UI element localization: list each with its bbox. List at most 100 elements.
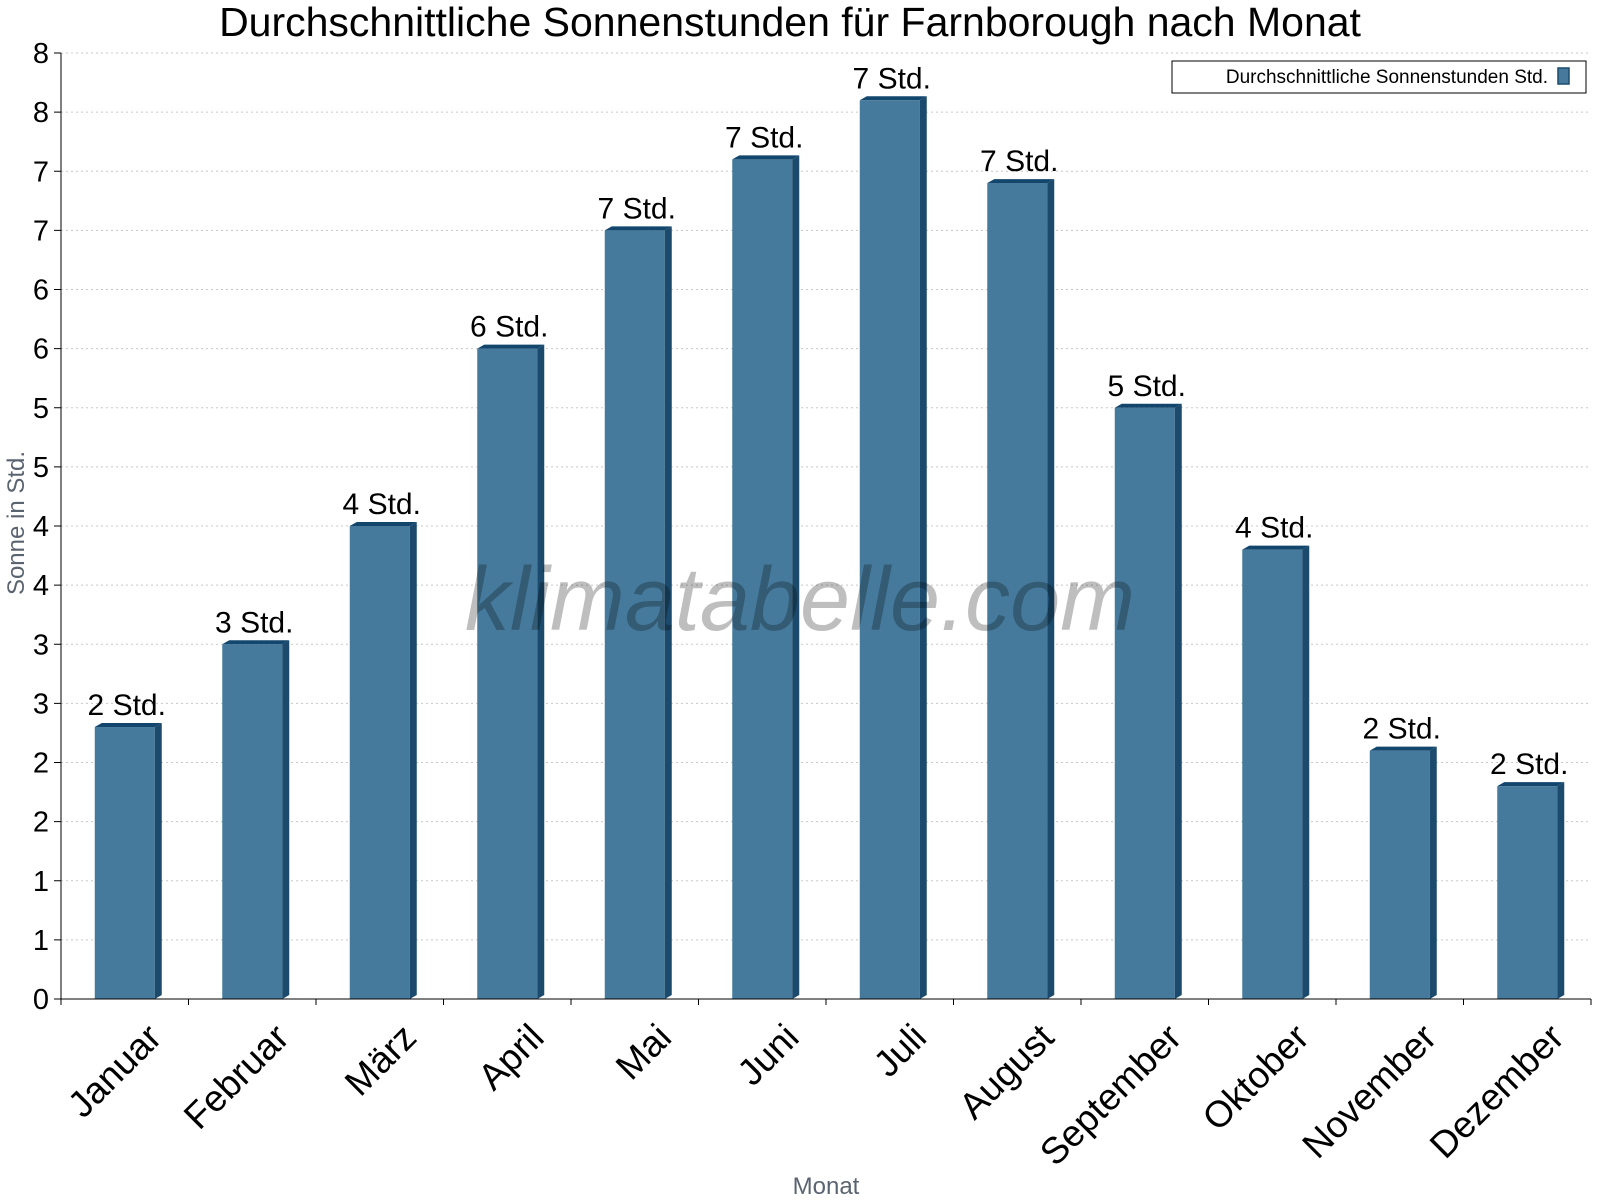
data-label: 3 Std. bbox=[215, 606, 293, 639]
x-tick-label: Dezember bbox=[1422, 1016, 1572, 1166]
bar bbox=[604, 226, 672, 999]
bar-side bbox=[664, 226, 672, 999]
y-tick-label: 6 bbox=[33, 275, 49, 307]
data-label: 7 Std. bbox=[598, 192, 676, 225]
y-tick-label: 7 bbox=[33, 215, 49, 247]
bar-top bbox=[1242, 545, 1310, 550]
chart-title: Durchschnittliche Sonnenstunden für Farn… bbox=[219, 0, 1361, 45]
bar-side bbox=[1047, 179, 1055, 999]
y-tick-label: 7 bbox=[33, 156, 49, 188]
bar bbox=[1114, 403, 1182, 999]
bar-top bbox=[222, 640, 290, 645]
bar-side bbox=[154, 723, 162, 999]
legend: Durchschnittliche Sonnenstunden Std. bbox=[1171, 60, 1587, 94]
bar-face bbox=[1369, 750, 1430, 999]
y-tick-label: 8 bbox=[33, 38, 49, 70]
data-label: 5 Std. bbox=[1108, 370, 1186, 403]
bar-face bbox=[477, 348, 538, 999]
x-tick-label: Mai bbox=[608, 1016, 679, 1087]
bar bbox=[477, 344, 545, 999]
data-labels: 2 Std. 3 Std. 4 Std. 6 Std. 7 Std. 7 Std. 7 St… bbox=[88, 62, 1569, 781]
bar-side bbox=[919, 96, 927, 1000]
y-tick-label: 4 bbox=[33, 570, 49, 602]
bar bbox=[859, 96, 927, 1000]
y-tick-label: 3 bbox=[33, 688, 49, 720]
y-tick-label: 1 bbox=[33, 866, 49, 898]
bar-face bbox=[1114, 407, 1175, 999]
data-label: 2 Std. bbox=[1490, 748, 1568, 781]
bar-top bbox=[859, 96, 927, 101]
y-tick-label: 1 bbox=[33, 925, 49, 957]
bar bbox=[987, 179, 1055, 999]
x-tick-label: November bbox=[1294, 1016, 1444, 1166]
bar-side bbox=[282, 640, 290, 999]
bar-side bbox=[409, 522, 417, 999]
x-tick-label: Juli bbox=[866, 1016, 934, 1084]
x-tick-label: August bbox=[951, 1016, 1062, 1127]
y-tick-label: 2 bbox=[33, 748, 49, 780]
bar-side bbox=[1174, 403, 1182, 999]
data-label: 2 Std. bbox=[1363, 713, 1441, 746]
data-label: 7 Std. bbox=[980, 145, 1058, 178]
data-label: 2 Std. bbox=[88, 689, 166, 722]
y-axis-title: Sonne in Std. bbox=[3, 451, 30, 595]
bar bbox=[1369, 746, 1437, 999]
x-axis-title: Monat bbox=[793, 1173, 860, 1200]
bar bbox=[1242, 545, 1310, 999]
bar-side bbox=[1557, 782, 1565, 999]
bar-face bbox=[1497, 786, 1558, 999]
watermark: klimatabelle.com bbox=[465, 550, 1135, 650]
data-label: 7 Std. bbox=[725, 121, 803, 154]
data-label: 6 Std. bbox=[470, 311, 548, 344]
bars bbox=[94, 96, 1565, 1000]
y-tick-label: 3 bbox=[33, 629, 49, 661]
bar-top bbox=[477, 344, 545, 349]
x-tick-label: Oktober bbox=[1195, 1016, 1317, 1138]
legend-box bbox=[1171, 60, 1587, 94]
bar-top bbox=[732, 155, 800, 160]
x-tick-label: Januar bbox=[60, 1016, 169, 1125]
y-tick-labels: 0 1 1 2 2 3 3 4 4 5 5 6 6 7 7 8 8 bbox=[33, 38, 49, 1016]
bar-top bbox=[987, 179, 1055, 184]
legend-swatch bbox=[1557, 67, 1570, 85]
data-label: 7 Std. bbox=[853, 62, 931, 95]
bar-top bbox=[349, 522, 417, 526]
data-label: 4 Std. bbox=[1235, 512, 1313, 545]
y-tick-label: 0 bbox=[33, 984, 49, 1016]
x-tick-label: März bbox=[337, 1016, 424, 1103]
x-tick-labels: Januar Februar März April Mai Juni Juli AugustS… bbox=[60, 1016, 1571, 1173]
bar-side bbox=[1429, 746, 1437, 999]
bar-face bbox=[349, 526, 410, 999]
x-tick-label: April bbox=[470, 1016, 551, 1097]
y-tick-label: 8 bbox=[33, 97, 49, 129]
bar-top bbox=[1369, 746, 1437, 751]
bar bbox=[349, 522, 417, 999]
x-tick-label: Juni bbox=[730, 1016, 807, 1093]
bar bbox=[1497, 782, 1565, 999]
bar-side bbox=[1302, 545, 1310, 999]
bar-top bbox=[1114, 403, 1182, 408]
x-tick-label: Februar bbox=[176, 1016, 297, 1137]
bar-face bbox=[859, 100, 920, 1000]
bar-face bbox=[1242, 549, 1303, 999]
y-tick-label: 5 bbox=[33, 393, 49, 425]
bar-side bbox=[537, 344, 545, 999]
bar-side bbox=[792, 155, 800, 1000]
bar bbox=[94, 723, 162, 999]
bar-top bbox=[604, 226, 672, 231]
axes bbox=[54, 52, 1592, 1005]
bar-face bbox=[732, 159, 793, 1000]
bar-top bbox=[94, 723, 162, 728]
legend-label: Durchschnittliche Sonnenstunden Std. bbox=[1226, 67, 1548, 88]
bar-face bbox=[94, 727, 155, 999]
y-tick-label: 4 bbox=[33, 511, 49, 543]
y-tick-label: 5 bbox=[33, 452, 49, 484]
bar-face bbox=[222, 644, 283, 999]
bar bbox=[222, 640, 290, 999]
data-label: 4 Std. bbox=[343, 488, 421, 521]
bar-top bbox=[1497, 782, 1565, 787]
bar-face bbox=[604, 230, 665, 999]
y-tick-label: 2 bbox=[33, 807, 49, 839]
grid-lines bbox=[61, 52, 1591, 941]
bar bbox=[732, 155, 800, 1000]
